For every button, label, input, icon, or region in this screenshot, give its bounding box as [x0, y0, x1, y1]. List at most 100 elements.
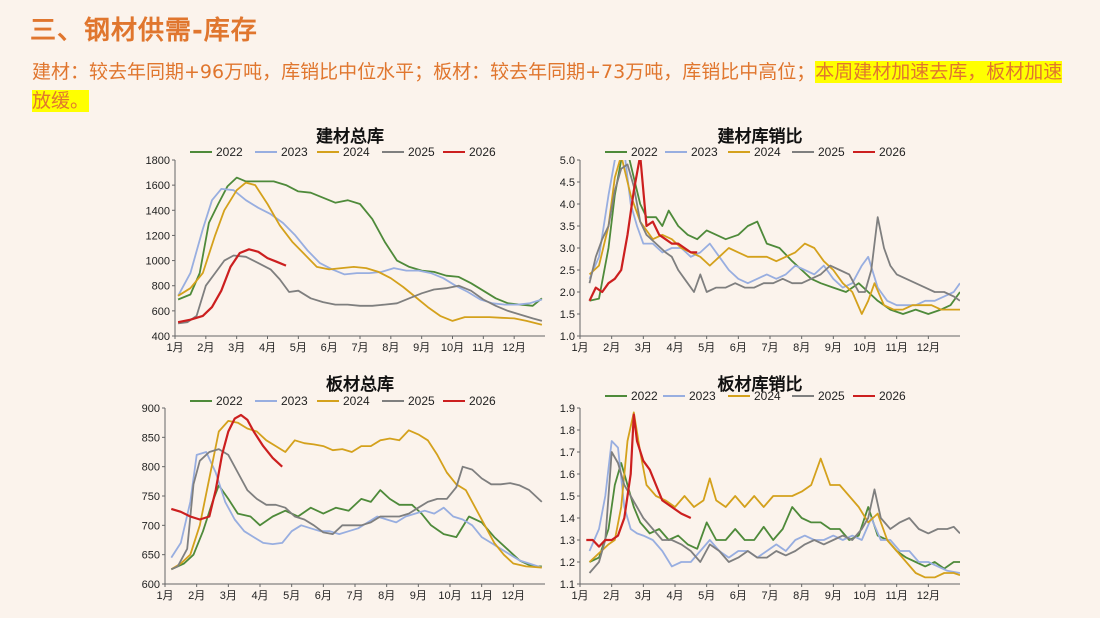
series-group — [177, 176, 543, 326]
y-tick-label: 900 — [142, 403, 160, 415]
series-line-2023 — [170, 451, 543, 569]
x-tick-label: 11月 — [472, 342, 494, 354]
series-line-2022 — [170, 484, 542, 571]
x-tick-label: 10月 — [438, 590, 461, 602]
x-tick-label: 5月 — [698, 342, 715, 354]
legend-label-2022: 2022 — [216, 394, 243, 408]
x-tick-label: 8月 — [793, 342, 810, 354]
y-tick-label: 1.9 — [560, 403, 575, 415]
x-tick-label: 6月 — [321, 342, 338, 354]
y-tick-label: 4.0 — [560, 199, 575, 211]
legend-label-2022: 2022 — [631, 389, 658, 403]
legend-label-2022: 2022 — [216, 145, 243, 159]
y-tick-label: 600 — [142, 579, 160, 591]
x-tick-label: 3月 — [635, 342, 652, 354]
series-line-2026 — [586, 413, 692, 548]
chart-rebar-ratio: 建材库销比 1.0 1.5 2.0 2.5 3.0 3.5 4.0 4.5 5.0 1月 2月 3月 4月… — [560, 126, 960, 354]
legend-label-2023: 2023 — [281, 145, 308, 159]
legend-label-2025: 2025 — [818, 389, 845, 403]
y-tick-label: 1.5 — [560, 309, 575, 321]
series-group — [170, 413, 543, 571]
chart-title: 建材总库 — [316, 126, 384, 147]
y-tick-label: 2.5 — [560, 265, 575, 277]
x-tick-label: 10月 — [853, 590, 876, 602]
chart-rebar-stock: 建材总库 400 600 800 1000 1200 1400 1600 1800 1月 2月 3月 4… — [146, 126, 545, 354]
x-tick-label: 4月 — [666, 590, 683, 602]
y-tick-label: 1000 — [146, 256, 170, 268]
x-tick-label: 3月 — [228, 342, 245, 354]
series-line-2025 — [588, 451, 960, 574]
x-tick-label: 11月 — [885, 342, 907, 354]
x-tick-label: 7月 — [346, 590, 363, 602]
series-line-2026 — [170, 413, 283, 521]
y-tick-label: 1.1 — [560, 579, 575, 591]
legend-label-2024: 2024 — [754, 389, 781, 403]
x-tick-label: 2月 — [197, 342, 214, 354]
y-tick-label: 650 — [142, 550, 160, 562]
x-tick-label: 9月 — [825, 590, 842, 602]
summary-plain: 建材：较去年同期+96万吨，库销比中位水平；板材：较去年同期+73万吨，库销比中… — [32, 61, 816, 83]
series-line-2024 — [170, 420, 542, 571]
x-tick-label: 10月 — [441, 342, 464, 354]
y-tick-label: 1.4 — [560, 513, 575, 525]
y-tick-label: 5.0 — [560, 155, 575, 167]
legend-label-2026: 2026 — [469, 145, 496, 159]
legend-label-2024: 2024 — [754, 145, 781, 159]
chart-title: 建材库销比 — [718, 126, 803, 147]
series-line-2023 — [588, 440, 960, 574]
series-line-2025 — [170, 448, 543, 571]
y-tick-label: 1600 — [146, 180, 170, 192]
y-tick-label: 2.0 — [560, 287, 575, 299]
y-tick-label: 1.3 — [560, 535, 575, 547]
x-tick-label: 11月 — [885, 590, 907, 602]
x-tick-label: 1月 — [571, 342, 588, 354]
x-tick-label: 4月 — [259, 342, 276, 354]
x-tick-label: 1月 — [156, 590, 173, 602]
y-tick-label: 1800 — [146, 155, 170, 167]
x-tick-label: 2月 — [603, 342, 620, 354]
y-tick-label: 1400 — [146, 205, 170, 217]
x-tick-label: 12月 — [917, 342, 940, 354]
legend-label-2026: 2026 — [469, 394, 496, 408]
legend-label-2024: 2024 — [343, 394, 370, 408]
y-tick-label: 800 — [152, 281, 170, 293]
y-tick-label: 1.0 — [560, 331, 575, 343]
x-tick-label: 3月 — [220, 590, 237, 602]
x-tick-label: 5月 — [283, 590, 300, 602]
legend-label-2022: 2022 — [631, 145, 658, 159]
x-tick-label: 4月 — [251, 590, 268, 602]
series-line-2022 — [177, 176, 543, 307]
x-tick-label: 4月 — [666, 342, 683, 354]
x-tick-label: 12月 — [502, 590, 525, 602]
chart-plate-ratio: 板材库销比 1.1 1.2 1.3 1.4 1.5 1.6 1.7 1.8 1.9 1月 2月 3月 4月… — [560, 374, 960, 602]
series-line-2026 — [588, 160, 698, 302]
series-line-2026 — [177, 248, 287, 324]
x-tick-label: 7月 — [761, 342, 778, 354]
y-tick-label: 700 — [142, 520, 160, 532]
series-group — [586, 411, 960, 579]
y-tick-label: 400 — [152, 331, 170, 343]
x-tick-label: 11月 — [470, 590, 492, 602]
legend-label-2023: 2023 — [689, 389, 716, 403]
x-tick-label: 2月 — [603, 590, 620, 602]
legend-label-2026: 2026 — [879, 389, 906, 403]
y-tick-label: 800 — [142, 462, 160, 474]
series-group — [588, 160, 960, 315]
x-tick-label: 1月 — [571, 590, 588, 602]
chart-plate-stock: 板材总库 600 650 700 750 800 850 900 1月 2月 3月 4月 5月 6月 7月 8… — [142, 374, 545, 602]
summary-text: 建材：较去年同期+96万吨，库销比中位水平；板材：较去年同期+73万吨，库销比中… — [32, 58, 1072, 116]
y-tick-label: 1200 — [146, 230, 170, 242]
x-tick-label: 8月 — [378, 590, 395, 602]
x-tick-label: 7月 — [351, 342, 368, 354]
y-tick-label: 600 — [152, 306, 170, 318]
x-tick-label: 9月 — [410, 590, 427, 602]
page-title: 三、钢材供需-库存 — [30, 16, 258, 46]
x-tick-label: 8月 — [382, 342, 399, 354]
legend-label-2023: 2023 — [281, 394, 308, 408]
legend-label-2025: 2025 — [818, 145, 845, 159]
legend-label-2025: 2025 — [408, 394, 435, 408]
y-tick-label: 750 — [142, 491, 160, 503]
x-tick-label: 10月 — [853, 342, 876, 354]
legend-label-2026: 2026 — [879, 145, 906, 159]
x-tick-label: 9月 — [825, 342, 842, 354]
